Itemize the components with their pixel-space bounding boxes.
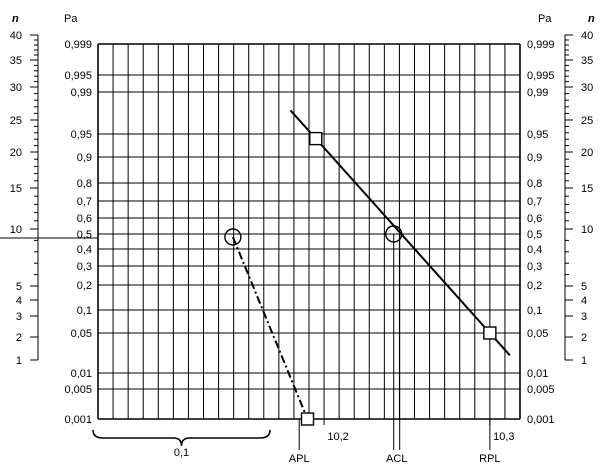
n-tick-label-left: 30	[10, 82, 22, 94]
n-tick-label-left: 40	[10, 30, 22, 42]
marker-label: ACL	[386, 453, 407, 465]
pa-tick-label-right: 0,01	[527, 368, 548, 380]
n-tick-label-right: 20	[581, 147, 593, 159]
bracket	[92, 429, 271, 447]
pa-tick-label-left: 0,01	[71, 368, 92, 380]
pa-tick-label-right: 0,5	[527, 229, 542, 241]
point-square	[309, 131, 323, 146]
pa-tick-label-right: 0,999	[527, 39, 555, 51]
n-tick-label-right: 5	[581, 281, 587, 293]
n-tick-label-right: 15	[581, 183, 593, 195]
pa-unit-right: Pa	[538, 13, 552, 25]
series-line-1	[289, 109, 511, 357]
pa-tick-label-right: 0,005	[527, 384, 555, 396]
n-tick-label-right: 3	[581, 311, 587, 323]
chart-axes	[0, 34, 573, 450]
n-tick-label-right: 25	[581, 115, 593, 127]
n-label-left: n	[12, 13, 19, 25]
n-label-right: n	[588, 13, 595, 25]
pa-tick-label-right: 0,995	[527, 70, 555, 82]
pa-tick-label-right: 0,3	[527, 261, 542, 273]
n-tick-label-left: 10	[10, 224, 22, 236]
n-tick-label-right: 2	[581, 332, 587, 344]
chart-grid	[97, 43, 521, 420]
pa-unit-left: Pa	[64, 13, 78, 25]
pa-tick-label-right: 0,4	[527, 244, 542, 256]
point-circle	[224, 228, 242, 246]
pa-tick-label-right: 0,1	[527, 305, 542, 317]
pa-tick-label-left: 0,999	[64, 39, 92, 51]
n-tick-label-left: 4	[16, 295, 22, 307]
x-tick-label: 10,2	[327, 431, 348, 443]
pa-tick-label-right: 0,2	[527, 280, 542, 292]
point-circle	[385, 225, 403, 243]
pa-tick-label-left: 0,2	[77, 280, 92, 292]
point-square	[300, 412, 315, 426]
point-square	[483, 326, 497, 340]
pa-tick-label-left: 0,5	[77, 229, 92, 241]
bracket-label: 0,1	[174, 447, 189, 459]
pa-tick-label-right: 0,95	[527, 129, 548, 141]
marker-label: RPL	[479, 453, 500, 465]
marker-label: APL	[289, 453, 310, 465]
pa-tick-label-left: 0,99	[71, 87, 92, 99]
pa-tick-label-right: 0,001	[527, 414, 555, 426]
pa-tick-label-right: 0,05	[527, 328, 548, 340]
x-tick-label: 10,3	[493, 431, 514, 443]
pa-tick-label-left: 0,05	[71, 328, 92, 340]
n-tick-label-left: 2	[16, 332, 22, 344]
pa-tick-label-left: 0,995	[64, 70, 92, 82]
pa-tick-label-left: 0,9	[77, 152, 92, 164]
n-tick-label-right: 10	[581, 224, 593, 236]
pa-tick-label-left: 0,8	[77, 178, 92, 190]
n-tick-label-right: 35	[581, 55, 593, 67]
n-tick-label-left: 1	[16, 355, 22, 367]
n-tick-label-right: 4	[581, 295, 587, 307]
n-tick-label-left: 3	[16, 311, 22, 323]
pa-tick-label-right: 0,8	[527, 178, 542, 190]
n-tick-label-left: 20	[10, 147, 22, 159]
chart-series	[224, 109, 511, 426]
n-tick-label-right: 40	[581, 30, 593, 42]
pa-tick-label-left: 0,3	[77, 261, 92, 273]
pa-tick-label-left: 0,4	[77, 244, 92, 256]
pa-tick-label-right: 0,7	[527, 196, 542, 208]
pa-tick-label-left: 0,95	[71, 129, 92, 141]
pa-tick-label-right: 0,9	[527, 152, 542, 164]
pa-tick-label-left: 0,7	[77, 196, 92, 208]
pa-tick-label-left: 0,6	[77, 213, 92, 225]
pa-tick-label-right: 0,99	[527, 87, 548, 99]
n-tick-label-left: 5	[16, 281, 22, 293]
n-tick-label-right: 1	[581, 355, 587, 367]
pa-tick-label-right: 0,6	[527, 213, 542, 225]
n-tick-label-left: 35	[10, 55, 22, 67]
n-tick-label-left: 25	[10, 115, 22, 127]
n-tick-label-left: 15	[10, 183, 22, 195]
n-tick-label-right: 30	[581, 82, 593, 94]
pa-tick-label-left: 0,005	[64, 384, 92, 396]
pa-tick-label-left: 0,1	[77, 305, 92, 317]
series-line-0	[231, 236, 309, 420]
pa-tick-label-left: 0,001	[64, 414, 92, 426]
